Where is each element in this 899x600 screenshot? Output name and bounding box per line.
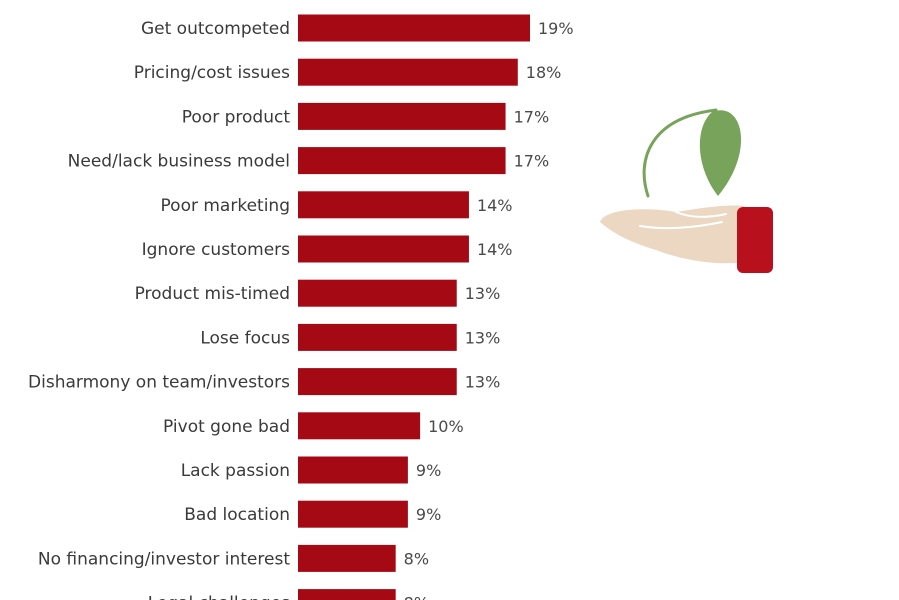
sleeve-cuff-icon <box>737 207 773 273</box>
value-label: 9% <box>416 461 441 480</box>
value-label: 13% <box>465 284 501 303</box>
category-label: Need/lack business model <box>68 152 290 172</box>
category-label: Legal challenges <box>148 594 290 600</box>
bar <box>298 147 506 175</box>
hand-thumb-line <box>675 211 727 218</box>
bar-row: Product mis-timed 13% <box>135 279 501 307</box>
bar <box>298 14 530 42</box>
bar <box>298 102 506 130</box>
bar-row: Lose focus 13% <box>200 323 501 351</box>
category-label: Poor product <box>182 107 291 127</box>
bar <box>298 544 396 572</box>
category-label: Ignore customers <box>142 240 291 260</box>
bar-row: Get outcompeted 19% <box>141 14 574 42</box>
category-label: Bad location <box>184 505 290 525</box>
category-label: Poor marketing <box>161 196 290 216</box>
category-label: Product mis-timed <box>135 284 290 304</box>
leaf-icon <box>699 110 742 196</box>
value-label: 17% <box>514 107 550 126</box>
value-label: 18% <box>526 63 562 82</box>
bar-row: Pricing/cost issues 18% <box>134 58 562 86</box>
bar <box>298 589 396 600</box>
bar-row: Need/lack business model 17% <box>68 147 550 175</box>
bar-row: No financing/investor interest 8% <box>38 544 429 572</box>
category-label: Pivot gone bad <box>163 417 290 437</box>
stem-icon <box>642 108 718 198</box>
hand-icon <box>600 205 744 264</box>
category-label: Get outcompeted <box>141 19 290 39</box>
bar <box>298 58 518 86</box>
bar <box>298 323 457 351</box>
bar-row: Ignore customers 14% <box>142 235 513 263</box>
category-label: No financing/investor interest <box>38 549 290 569</box>
value-label: 8% <box>404 549 429 568</box>
hand-fold-line <box>639 221 723 230</box>
bars-layer: Get outcompeted 19% Pricing/cost issues 18%… <box>28 14 574 600</box>
value-label: 14% <box>477 240 513 259</box>
seedling-in-hand-icon <box>600 108 773 273</box>
value-label: 19% <box>538 19 574 38</box>
bar <box>298 235 469 263</box>
bar-row: Disharmony on team/investors 13% <box>28 368 501 396</box>
bar <box>298 412 421 440</box>
value-label: 13% <box>465 328 501 347</box>
value-label: 8% <box>404 594 429 600</box>
value-label: 10% <box>428 417 464 436</box>
bar <box>298 456 408 484</box>
value-label: 9% <box>416 505 441 524</box>
bar <box>298 191 469 219</box>
bar-row: Poor product 17% <box>182 102 550 130</box>
category-label: Lack passion <box>181 461 290 481</box>
category-label: Lose focus <box>200 328 290 348</box>
bar <box>298 279 457 307</box>
value-label: 14% <box>477 196 513 215</box>
bar-row: Bad location 9% <box>184 500 441 528</box>
bar-row: Poor marketing 14% <box>161 191 513 219</box>
value-label: 13% <box>465 373 501 392</box>
category-label: Pricing/cost issues <box>134 63 290 83</box>
bar-row: Legal challenges 8% <box>148 589 429 600</box>
value-label: 17% <box>514 152 550 171</box>
bar <box>298 500 408 528</box>
bar-row: Pivot gone bad 10% <box>163 412 464 440</box>
bar-row: Lack passion 9% <box>181 456 441 484</box>
bar <box>298 368 457 396</box>
category-label: Disharmony on team/investors <box>28 373 290 393</box>
